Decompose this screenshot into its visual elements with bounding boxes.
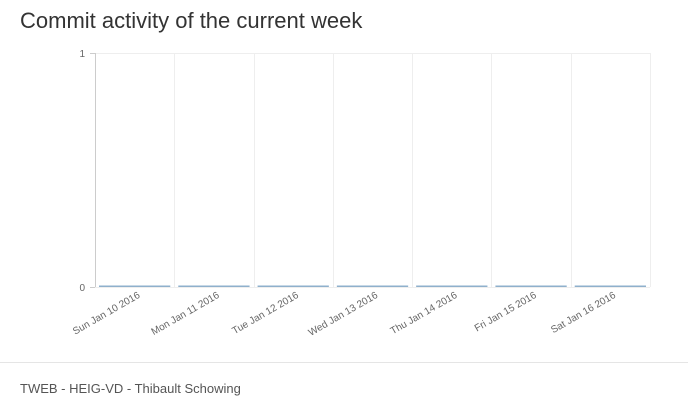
footer-credit: TWEB - HEIG-VD - Thibault Schowing: [20, 381, 241, 396]
y-tick-label: 0: [79, 283, 85, 294]
commit-activity-chart: 0 1 Sun Jan 10 2016 Mon Jan 11 2016 Tue Jan …: [71, 49, 651, 339]
bar: [336, 285, 409, 287]
page-title: Commit activity of the current week: [20, 8, 363, 33]
footer: TWEB - HEIG-VD - Thibault Schowing: [0, 362, 688, 408]
bar: [495, 285, 567, 287]
bar: [574, 285, 646, 287]
x-tick-label: Wed Jan 13 2016: [307, 290, 381, 339]
bar: [99, 285, 171, 287]
x-tick-label: Fri Jan 15 2016: [473, 290, 539, 334]
bar: [257, 285, 329, 287]
x-tick-label: Mon Jan 11 2016: [150, 290, 222, 338]
y-tick-label: 1: [79, 49, 85, 60]
x-tick-label: Sun Jan 10 2016: [71, 290, 142, 338]
x-tick-label: Tue Jan 12 2016: [231, 290, 302, 337]
x-tick-label: Sat Jan 16 2016: [549, 290, 618, 336]
x-tick-label: Thu Jan 14 2016: [389, 290, 460, 337]
bar: [416, 285, 488, 287]
chart-area: 0 1 Sun Jan 10 2016 Mon Jan 11 2016 Tue Jan …: [71, 49, 651, 339]
bar: [178, 285, 250, 287]
